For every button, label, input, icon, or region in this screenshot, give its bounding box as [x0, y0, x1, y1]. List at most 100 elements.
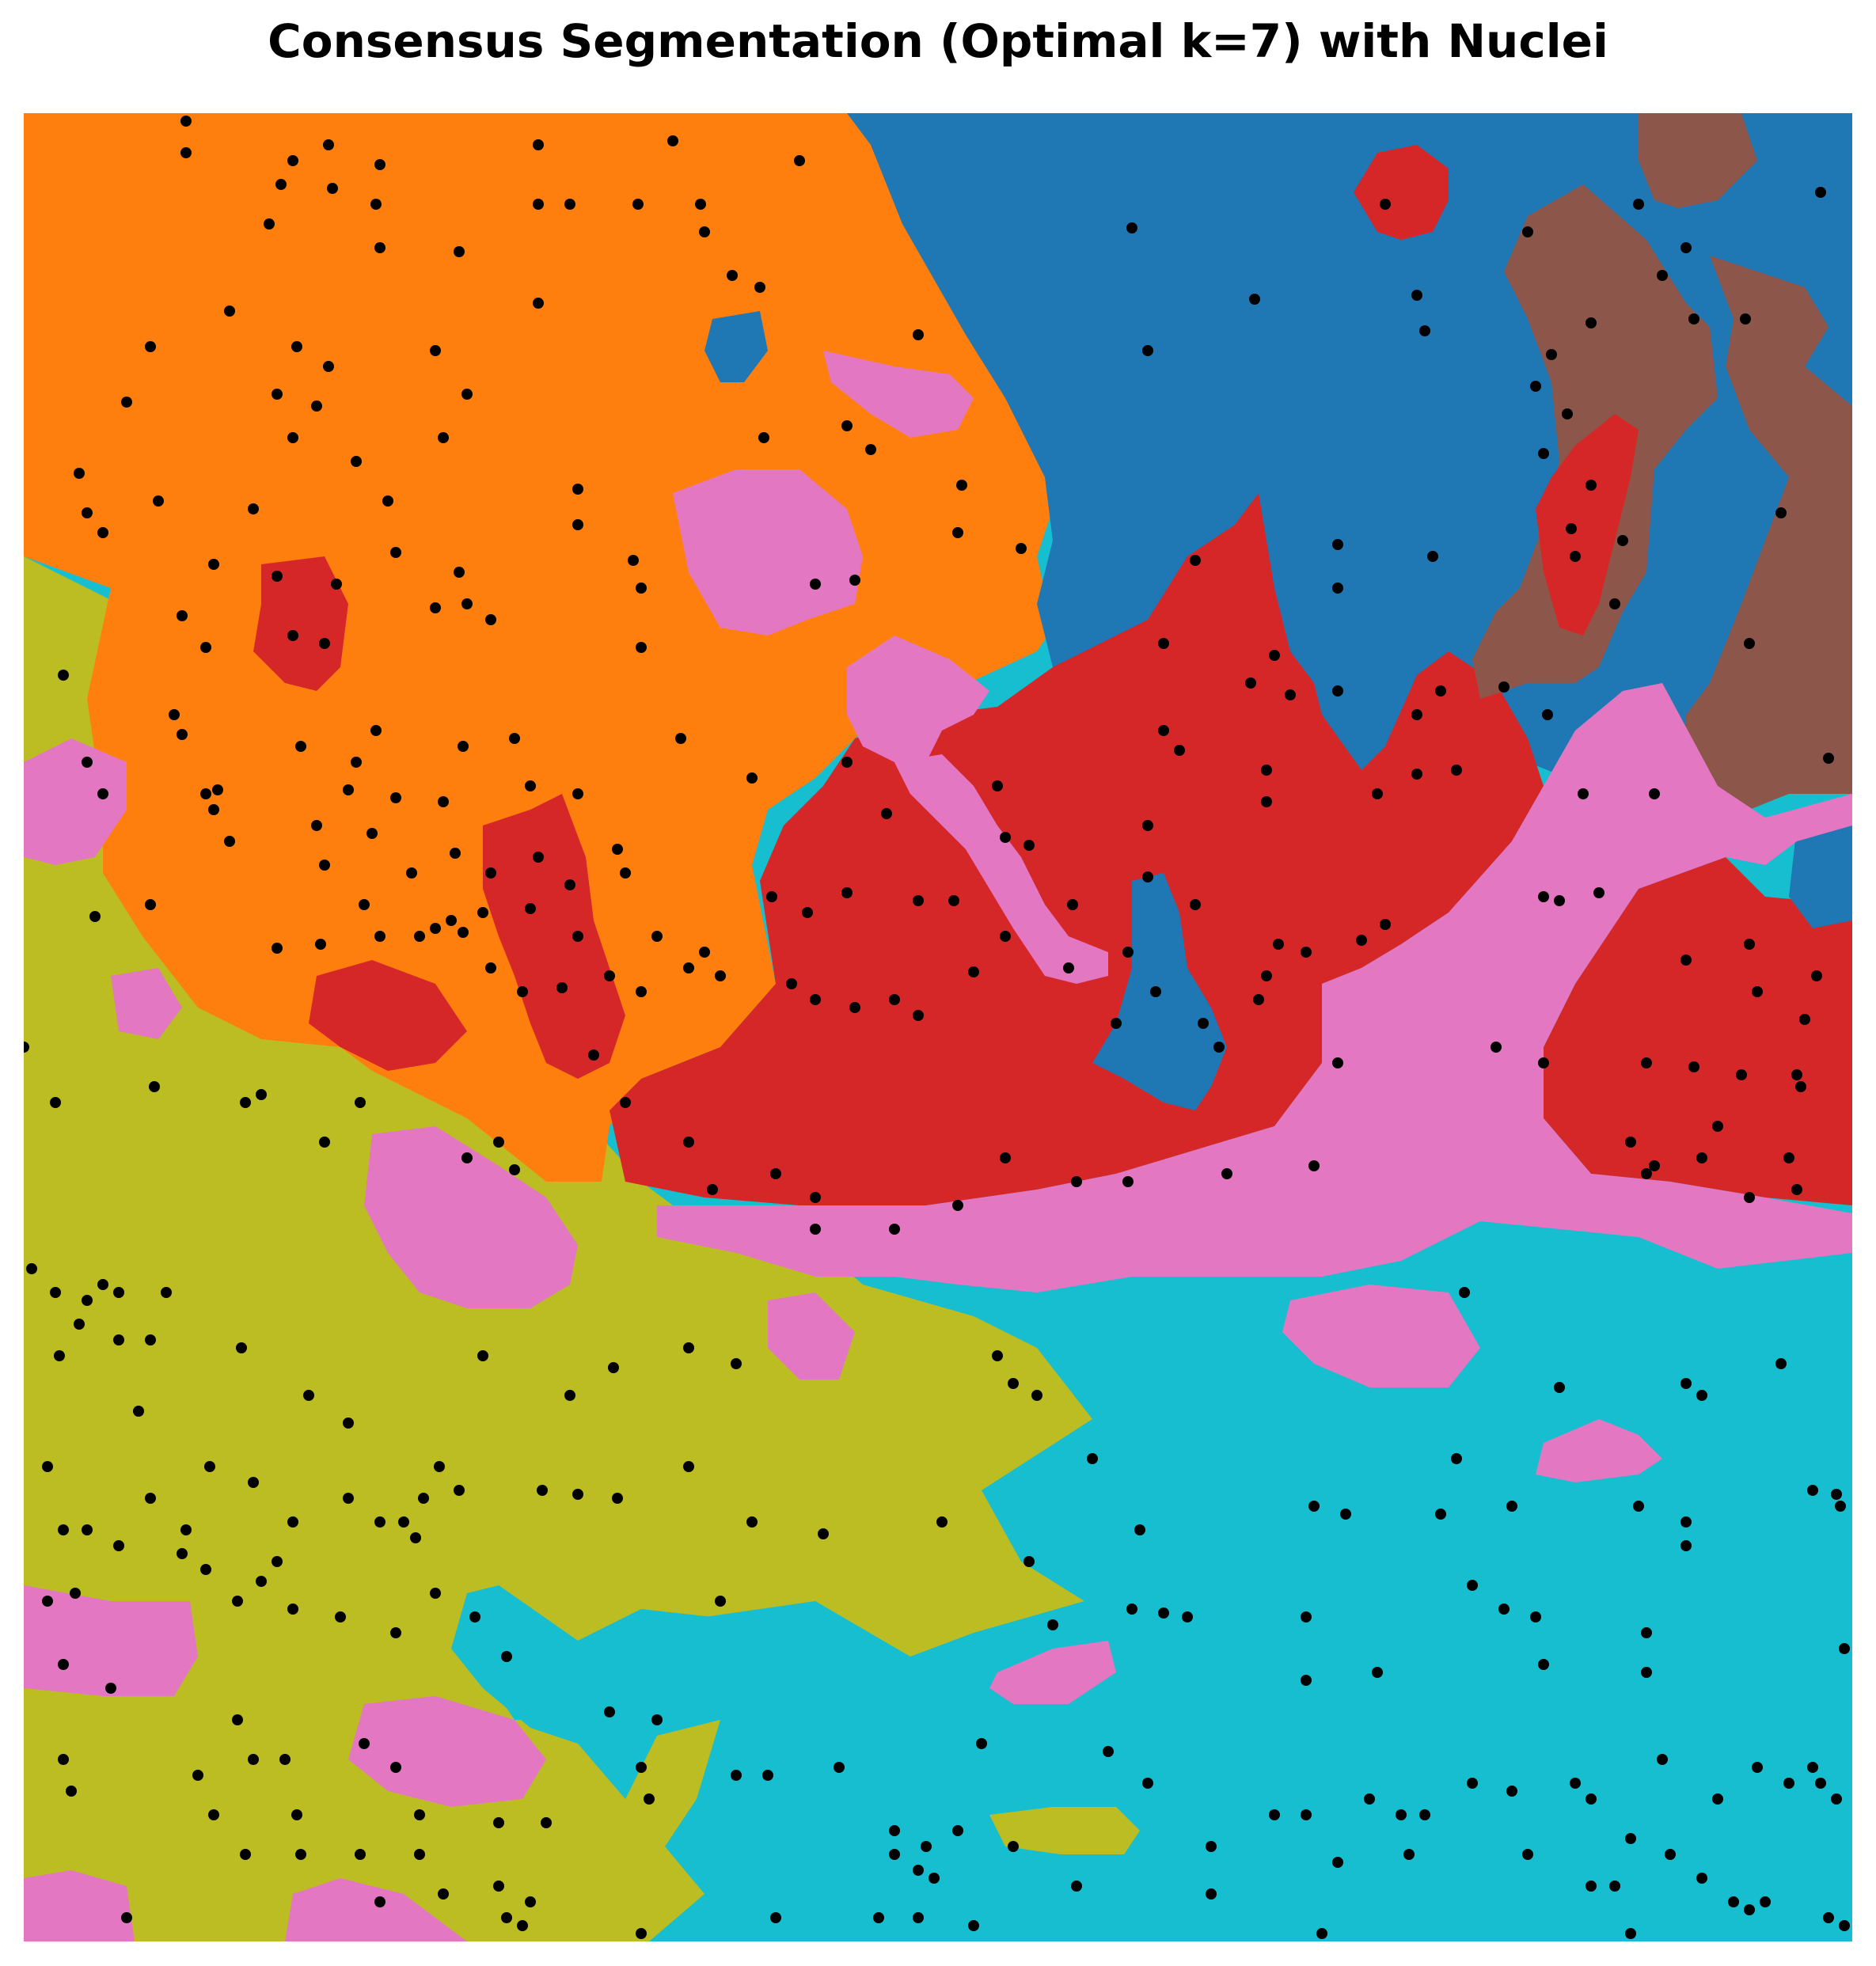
nucleus-dot	[1680, 1516, 1692, 1528]
nucleus-dot	[1182, 1611, 1193, 1623]
region-pink-12	[24, 1585, 198, 1696]
region-pink-6	[24, 738, 127, 865]
nucleus-dot	[810, 1192, 821, 1203]
nucleus-dot	[1047, 1619, 1058, 1630]
region-red-right	[1544, 857, 1852, 1205]
nucleus-dot	[366, 828, 378, 839]
nucleus-dot	[525, 1896, 536, 1907]
nucleus-dot	[509, 733, 520, 744]
nucleus-dot	[97, 1279, 108, 1290]
region-pink-3	[847, 636, 989, 794]
region-pink-1	[673, 469, 863, 636]
nucleus-dot	[1427, 551, 1438, 562]
nucleus-dot	[1649, 1160, 1660, 1171]
nucleus-dot	[208, 1809, 219, 1820]
nucleus-dot	[303, 1390, 314, 1401]
nucleus-dot	[572, 1489, 583, 1500]
nucleus-dot	[1783, 1152, 1794, 1163]
nucleus-dot	[343, 1493, 354, 1504]
nucleus-dot	[1380, 919, 1391, 930]
nucleus-dot	[644, 1793, 655, 1805]
nucleus-dot	[1308, 1501, 1320, 1512]
nucleus-dot	[58, 1659, 69, 1670]
nucleus-dot	[1419, 325, 1430, 336]
nucleus-dot	[509, 1164, 520, 1175]
nucleus-dot	[683, 1461, 694, 1472]
nucleus-dot	[70, 1588, 81, 1599]
nucleus-dot	[374, 1896, 385, 1907]
nucleus-dot	[572, 484, 583, 495]
nucleus-dot	[493, 1137, 504, 1148]
nucleus-dot	[1641, 1627, 1652, 1638]
nucleus-dot	[1585, 1793, 1597, 1805]
nucleus-dot	[232, 1714, 243, 1725]
nucleus-dot	[1253, 994, 1264, 1005]
nucleus-dot	[1023, 1556, 1035, 1567]
nucleus-dot	[533, 139, 544, 150]
nucleus-dot	[604, 1706, 615, 1717]
nucleus-dot	[556, 982, 568, 993]
nucleus-dot	[1103, 1746, 1114, 1757]
nucleus-dot	[889, 1825, 900, 1836]
nucleus-dot	[323, 361, 334, 372]
nucleus-dot	[311, 820, 322, 831]
nucleus-dot	[1617, 535, 1628, 546]
nucleus-dot	[1696, 1873, 1707, 1884]
nucleus-dot	[1775, 1358, 1787, 1369]
nucleus-dot	[612, 1493, 623, 1504]
nucleus-dot	[1641, 1667, 1652, 1678]
nucleus-dot	[501, 1651, 512, 1662]
nucleus-dot	[1261, 765, 1272, 776]
region-pink-15	[285, 1878, 467, 1941]
nucleus-dot	[434, 1461, 445, 1472]
nucleus-dot	[1122, 1176, 1134, 1187]
nucleus-dot	[810, 579, 821, 590]
nucleus-dot	[1649, 788, 1660, 799]
nucleus-dot	[695, 199, 706, 210]
nucleus-dot	[881, 808, 892, 819]
nucleus-dot	[180, 116, 192, 127]
nucleus-dot	[1680, 1378, 1692, 1389]
nucleus-dot	[1142, 345, 1153, 356]
nuclei-layer	[24, 116, 1850, 1939]
nucleus-dot	[1142, 871, 1153, 882]
nucleus-dot	[1799, 1014, 1810, 1025]
nucleus-dot	[390, 1627, 401, 1638]
nucleus-dot	[204, 1461, 215, 1472]
nucleus-dot	[889, 1224, 900, 1235]
nucleus-dot	[446, 915, 457, 926]
nucleus-dot	[707, 1184, 718, 1195]
nucleus-dot	[248, 1754, 259, 1765]
nucleus-dot	[113, 1287, 124, 1298]
nucleus-dot	[1269, 1809, 1280, 1820]
nucleus-dot	[746, 772, 758, 784]
nucleus-dot	[1411, 769, 1422, 780]
nucleus-dot	[398, 1516, 409, 1528]
nucleus-dot	[149, 1081, 160, 1092]
nucleus-dot	[754, 282, 765, 293]
nucleus-dot	[1451, 765, 1462, 776]
nucleus-dot	[1585, 317, 1597, 328]
nucleus-dot	[715, 1596, 726, 1607]
nucleus-dot	[762, 1770, 773, 1781]
nucleus-dot	[291, 341, 302, 352]
nucleus-dot	[438, 796, 449, 807]
nucleus-dot	[1332, 685, 1343, 696]
nucleus-dot	[374, 931, 385, 942]
nucleus-dot	[794, 155, 805, 166]
region-olive-patch	[989, 1807, 1140, 1854]
nucleus-dot	[952, 1200, 963, 1211]
nucleus-dot	[628, 555, 639, 566]
nucleus-dot	[865, 444, 876, 455]
nucleus-dot	[1657, 270, 1668, 281]
nucleus-dot	[1807, 1762, 1818, 1773]
nucleus-dot	[180, 1524, 192, 1535]
nucleus-dot	[50, 1287, 61, 1298]
nucleus-dot	[145, 1493, 156, 1504]
region-pink-8	[768, 1292, 855, 1380]
nucleus-dot	[1467, 1580, 1478, 1591]
nucleus-dot	[153, 495, 164, 507]
nucleus-dot	[1126, 222, 1137, 233]
nucleus-dot	[287, 1604, 298, 1615]
nucleus-dot	[841, 887, 853, 898]
